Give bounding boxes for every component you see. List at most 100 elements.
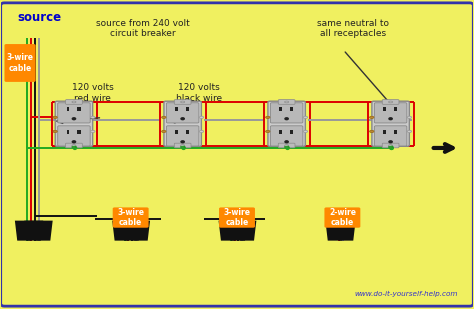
Bar	[279, 107, 282, 111]
Ellipse shape	[370, 116, 374, 118]
Bar	[186, 130, 190, 134]
Bar	[279, 130, 282, 134]
Ellipse shape	[72, 101, 76, 103]
Ellipse shape	[284, 140, 289, 143]
Ellipse shape	[284, 146, 289, 148]
Ellipse shape	[72, 140, 76, 143]
Text: 120 volts
red wire: 120 volts red wire	[72, 83, 114, 103]
FancyBboxPatch shape	[65, 99, 82, 104]
FancyBboxPatch shape	[166, 103, 199, 123]
FancyBboxPatch shape	[219, 207, 255, 228]
Polygon shape	[131, 221, 150, 241]
Ellipse shape	[303, 116, 308, 118]
Bar	[66, 130, 69, 134]
Polygon shape	[24, 221, 43, 241]
Bar	[66, 107, 69, 111]
Text: source: source	[17, 11, 61, 24]
Bar	[77, 107, 81, 111]
Text: 2-wire
cable: 2-wire cable	[329, 208, 356, 227]
Polygon shape	[325, 221, 344, 241]
FancyBboxPatch shape	[324, 207, 360, 228]
Polygon shape	[122, 221, 141, 241]
FancyBboxPatch shape	[374, 126, 407, 146]
Ellipse shape	[389, 146, 394, 150]
Polygon shape	[228, 221, 247, 241]
Ellipse shape	[72, 145, 76, 146]
Ellipse shape	[388, 146, 393, 148]
FancyBboxPatch shape	[166, 126, 199, 146]
FancyBboxPatch shape	[4, 44, 36, 82]
Ellipse shape	[285, 146, 290, 150]
FancyBboxPatch shape	[0, 3, 474, 306]
Polygon shape	[337, 221, 356, 241]
FancyBboxPatch shape	[270, 126, 303, 146]
FancyBboxPatch shape	[55, 101, 93, 146]
Ellipse shape	[162, 116, 166, 118]
Ellipse shape	[73, 146, 77, 150]
Polygon shape	[34, 221, 53, 241]
Ellipse shape	[180, 140, 185, 143]
FancyBboxPatch shape	[58, 103, 90, 123]
FancyBboxPatch shape	[174, 143, 191, 148]
Ellipse shape	[181, 145, 185, 146]
Ellipse shape	[265, 130, 270, 133]
Text: 120 volts
black wire: 120 volts black wire	[176, 83, 222, 103]
Ellipse shape	[388, 140, 393, 143]
Ellipse shape	[388, 117, 393, 121]
Ellipse shape	[284, 145, 289, 146]
Ellipse shape	[180, 117, 185, 121]
Text: source from 240 volt
circuit breaker: source from 240 volt circuit breaker	[96, 19, 189, 38]
Bar	[175, 130, 178, 134]
Polygon shape	[219, 221, 237, 241]
Ellipse shape	[389, 101, 392, 103]
Ellipse shape	[407, 116, 411, 118]
FancyBboxPatch shape	[113, 207, 149, 228]
FancyBboxPatch shape	[174, 99, 191, 104]
Bar	[290, 107, 293, 111]
Ellipse shape	[265, 116, 270, 118]
Bar	[394, 107, 397, 111]
Text: same neutral to
all receptacles: same neutral to all receptacles	[317, 19, 389, 38]
FancyBboxPatch shape	[278, 143, 295, 148]
Ellipse shape	[200, 130, 204, 133]
FancyBboxPatch shape	[268, 101, 305, 146]
Bar	[186, 107, 190, 111]
Bar	[383, 107, 385, 111]
Bar	[290, 130, 293, 134]
Ellipse shape	[389, 146, 394, 150]
Text: 3-wire
cable: 3-wire cable	[117, 208, 144, 227]
FancyBboxPatch shape	[382, 99, 399, 104]
Ellipse shape	[53, 116, 57, 118]
FancyBboxPatch shape	[270, 103, 303, 123]
FancyBboxPatch shape	[382, 143, 399, 148]
Ellipse shape	[284, 117, 289, 121]
Ellipse shape	[162, 130, 166, 133]
Text: 3-wire
cable: 3-wire cable	[224, 208, 250, 227]
FancyBboxPatch shape	[65, 143, 82, 148]
Text: 3-wire
cable: 3-wire cable	[7, 53, 34, 73]
Ellipse shape	[181, 101, 185, 103]
FancyBboxPatch shape	[164, 101, 201, 146]
Bar	[394, 130, 397, 134]
FancyBboxPatch shape	[374, 103, 407, 123]
Ellipse shape	[407, 130, 411, 133]
Polygon shape	[237, 221, 256, 241]
Polygon shape	[112, 221, 131, 241]
FancyBboxPatch shape	[278, 99, 295, 104]
Bar	[77, 130, 81, 134]
Ellipse shape	[91, 116, 95, 118]
Ellipse shape	[72, 146, 76, 148]
Text: www.do-it-yourself-help.com: www.do-it-yourself-help.com	[355, 290, 458, 297]
Ellipse shape	[181, 146, 185, 148]
Bar	[175, 107, 178, 111]
Polygon shape	[15, 221, 34, 241]
Ellipse shape	[200, 116, 204, 118]
Ellipse shape	[389, 145, 392, 146]
Ellipse shape	[91, 130, 95, 133]
Ellipse shape	[284, 101, 289, 103]
Bar	[383, 130, 385, 134]
Ellipse shape	[181, 146, 186, 150]
Ellipse shape	[72, 117, 76, 121]
Ellipse shape	[303, 130, 308, 133]
FancyBboxPatch shape	[58, 126, 90, 146]
